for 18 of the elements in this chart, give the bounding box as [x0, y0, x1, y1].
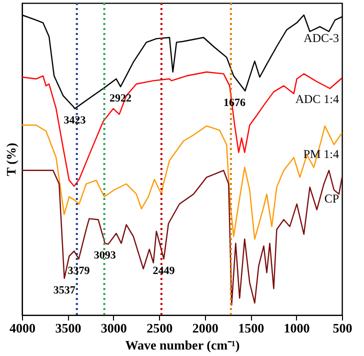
- x-axis-title: Wave number (cm⁻¹): [125, 338, 240, 352]
- series-label: ADC-3: [304, 30, 339, 45]
- x-tick-label: 500: [332, 320, 352, 336]
- x-tick-label: 2000: [192, 320, 218, 336]
- x-tick-label: 3000: [100, 320, 127, 336]
- x-tick-label: 1500: [238, 320, 264, 336]
- x-tick-label: 1000: [284, 320, 310, 336]
- annotation: 3423: [64, 114, 86, 127]
- annotation: 2449: [152, 264, 176, 277]
- x-tick-label: 4000: [10, 320, 36, 336]
- x-tick-label: 3500: [55, 320, 82, 336]
- annotation: 3379: [68, 264, 90, 277]
- y-axis-title: T (%): [4, 142, 18, 176]
- x-tick-label: 2500: [146, 320, 173, 336]
- annotation: 3537: [53, 284, 76, 296]
- series-label: ADC 1:4: [295, 92, 339, 106]
- series-label: CP: [324, 191, 340, 206]
- annotation: 3093: [94, 249, 116, 262]
